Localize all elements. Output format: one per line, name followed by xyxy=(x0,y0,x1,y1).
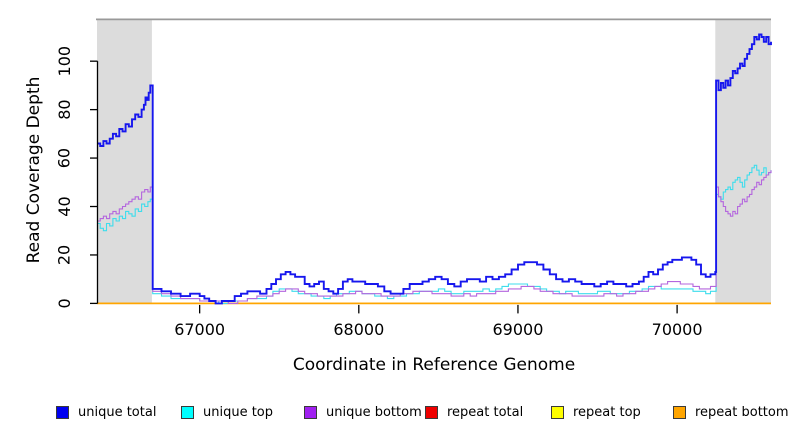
plot-area: 0 20 40 60 80 100 67000 68000 69000 70000 xyxy=(55,18,772,339)
y-tick-label: 100 xyxy=(55,46,74,77)
x-tick-label: 70000 xyxy=(652,320,703,339)
legend-item-unique-top: unique top xyxy=(181,401,273,423)
right-masked-region xyxy=(715,20,771,304)
y-tick-label: 20 xyxy=(55,245,74,265)
legend-swatch xyxy=(551,405,564,419)
legend-item-unique-total: unique total xyxy=(56,401,156,423)
y-tick-label: 40 xyxy=(55,196,74,216)
legend-swatch xyxy=(425,405,438,419)
legend-label: repeat top xyxy=(573,404,641,420)
y-axis-title: Read Coverage Depth xyxy=(24,76,44,264)
legend-label: repeat bottom xyxy=(695,404,789,420)
legend-swatch xyxy=(304,405,317,419)
legend-label: unique top xyxy=(203,404,274,420)
legend-item-repeat-total: repeat total xyxy=(425,401,523,423)
legend-item-repeat-top: repeat top xyxy=(551,401,641,423)
series-unique-top xyxy=(97,164,772,304)
x-tick-label: 68000 xyxy=(333,320,384,339)
legend-label: unique bottom xyxy=(326,404,422,420)
legend: unique total unique top unique bottom repea… xyxy=(0,401,792,425)
legend-item-repeat-bottom: repeat bottom xyxy=(673,401,789,423)
x-axis-title: Coordinate in Reference Genome xyxy=(292,355,576,375)
x-tick-label: 69000 xyxy=(492,320,543,339)
left-masked-region xyxy=(97,20,152,304)
y-tick-label: 0 xyxy=(55,298,74,308)
legend-swatch xyxy=(181,405,194,419)
legend-swatch xyxy=(673,405,686,419)
x-tick-label: 67000 xyxy=(174,320,225,339)
legend-label: repeat total xyxy=(447,404,524,420)
y-tick-label: 80 xyxy=(55,99,74,119)
series-unique-total xyxy=(97,33,772,305)
legend-swatch xyxy=(56,405,69,419)
series-unique-bottom xyxy=(97,170,772,304)
y-tick-label: 60 xyxy=(55,148,74,168)
legend-label: unique total xyxy=(78,404,157,420)
legend-item-unique-bottom: unique bottom xyxy=(304,401,422,423)
